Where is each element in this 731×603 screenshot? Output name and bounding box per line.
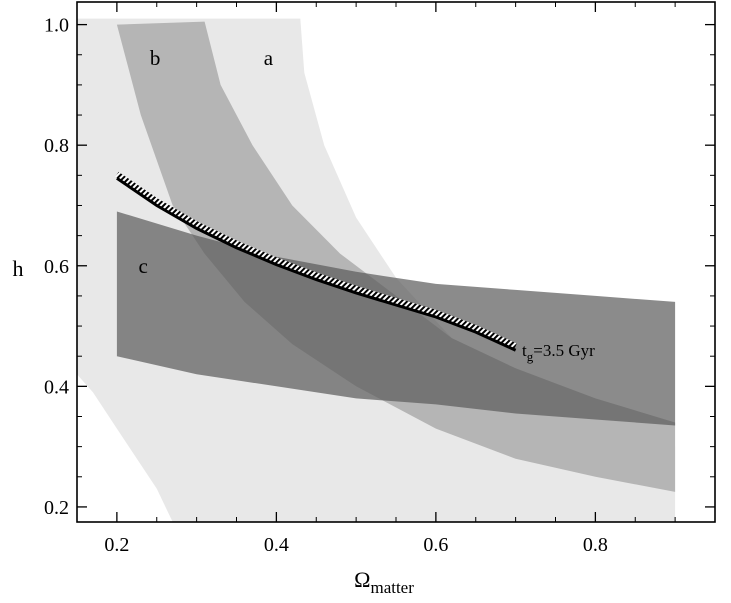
y-tick-label: 1.0 [44,15,69,37]
x-tick-label: 0.4 [264,534,289,556]
y-tick-label: 0.4 [44,376,69,398]
x-label-main: Ω [354,567,370,592]
curve-annotation: tg=3.5 Gyr [522,341,595,364]
region-label-c: c [139,254,148,278]
curve-group [115,171,517,352]
regions-group [77,18,676,522]
curve-line [116,177,517,352]
region-label-a: a [264,46,274,70]
y-tick-label: 0.6 [44,256,69,278]
y-tick-label: 0.2 [44,497,69,519]
annot-sub: g [527,349,534,364]
annot-rest: =3.5 Gyr [533,341,595,360]
region-label-b: b [150,46,161,70]
region-c [116,211,676,426]
x-label-sub: matter [370,578,414,597]
annot-t: t [522,341,527,360]
x-tick-label: 0.6 [423,534,448,556]
region-labels-group: a b c [139,46,274,278]
y-axis-label: h [13,256,24,281]
x-axis-label: Ωmatter [354,567,414,597]
x-tick-label: 0.8 [583,534,608,556]
x-tick-label: 0.2 [104,534,129,556]
y-tick-label: 0.8 [44,135,69,157]
ticks-group: 0.2 0.4 0.6 0.8 0.2 0.4 0.6 0.8 1.0 [44,2,716,556]
curve-hatch-band [115,171,517,349]
